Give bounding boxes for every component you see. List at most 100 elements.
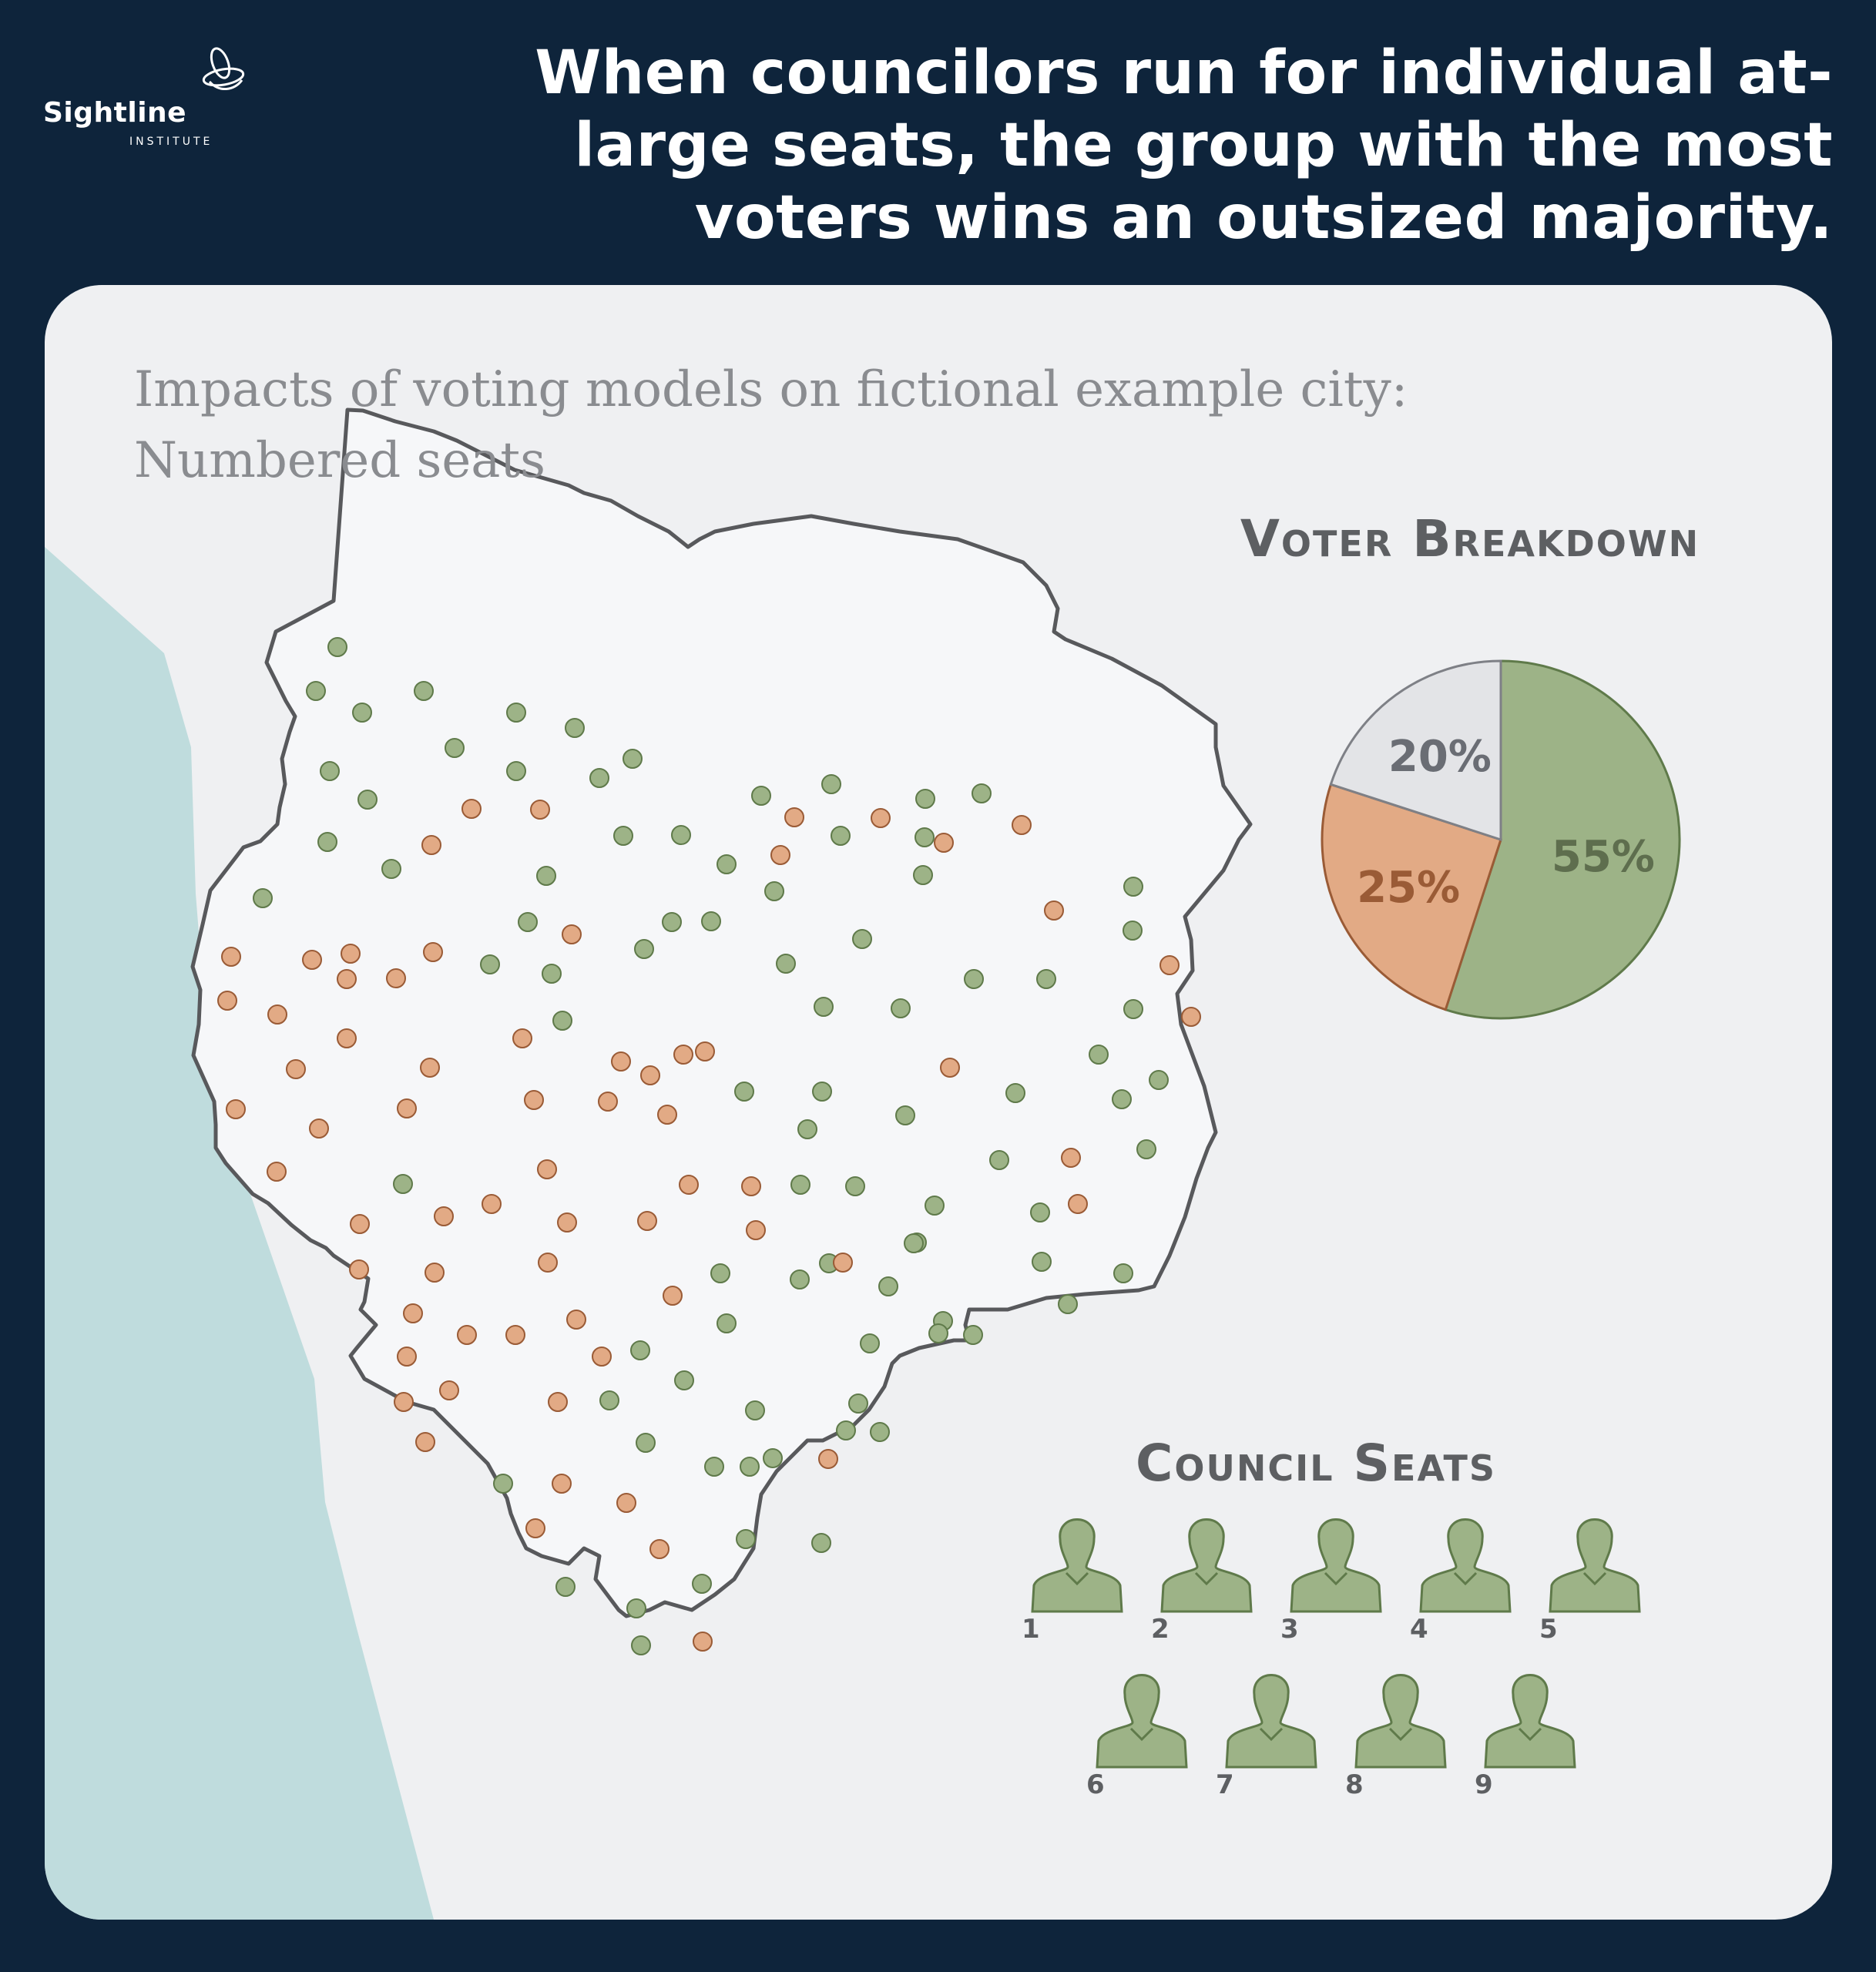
voter-dot-green — [671, 825, 691, 845]
voter-dot-green — [717, 1313, 737, 1333]
seat-number: 6 — [1086, 1769, 1105, 1800]
person-collar — [1582, 1571, 1607, 1586]
voter-dot-orange — [538, 1253, 558, 1273]
voter-dot-orange — [341, 944, 361, 964]
voter-dot-orange — [784, 807, 804, 827]
voter-dot-green — [1005, 1083, 1025, 1103]
voter-dot-green — [626, 1598, 646, 1618]
seat-number: 9 — [1475, 1769, 1493, 1800]
seat-number: 1 — [1022, 1614, 1040, 1645]
voter-dot-orange — [439, 1380, 459, 1400]
voter-dot-green — [736, 1529, 756, 1549]
person-collar — [1324, 1571, 1348, 1586]
voter-dot-orange — [337, 1028, 357, 1048]
sightline-logo: Sightline INSTITUTE — [43, 45, 245, 153]
city-map — [45, 407, 1253, 1920]
voter-dot-orange — [415, 1432, 435, 1452]
person-icon — [1160, 1518, 1253, 1613]
voter-dot-green — [989, 1150, 1009, 1170]
voter-dot-orange — [482, 1194, 502, 1214]
voter-dot-green — [493, 1474, 513, 1494]
logo-knot-icon — [202, 47, 245, 90]
logo-subtitle: INSTITUTE — [129, 136, 213, 148]
pie-slice — [1329, 659, 1502, 842]
pie-slice-label: 55% — [1552, 832, 1655, 882]
voter-dot-orange — [770, 845, 790, 865]
voter-dot-green — [814, 997, 834, 1017]
pie-slice — [1321, 783, 1502, 1011]
voter-dot-green — [904, 1233, 924, 1253]
voter-dot-green — [797, 1119, 817, 1139]
voter-dot-green — [717, 854, 737, 874]
voter-dot-orange — [286, 1059, 306, 1079]
voter-dot-green — [925, 1196, 945, 1216]
voter-dot-green — [763, 1448, 783, 1468]
council-seat: 5 — [1539, 1518, 1641, 1645]
voter-dot-green — [895, 1105, 915, 1125]
person-collar — [1259, 1727, 1284, 1742]
voter-dot-green — [751, 786, 771, 806]
person-collar — [1129, 1727, 1154, 1742]
seat-number: 7 — [1216, 1769, 1234, 1800]
voter-dot-green — [1058, 1294, 1078, 1314]
voter-dot-orange — [611, 1051, 631, 1072]
voter-dot-green — [821, 774, 841, 794]
voter-dot-orange — [679, 1175, 699, 1195]
voter-dot-orange — [1068, 1194, 1088, 1214]
voter-dot-green — [790, 1269, 810, 1290]
voter-dot-orange — [403, 1303, 423, 1323]
voter-dot-green — [480, 954, 500, 974]
voter-dot-green — [692, 1574, 712, 1594]
voter-dot-orange — [309, 1118, 329, 1139]
voter-dot-orange — [421, 835, 441, 855]
voter-dot-orange — [267, 1004, 287, 1025]
voter-dot-green — [1036, 969, 1056, 989]
voter-dot-green — [542, 964, 562, 984]
voter-dot-orange — [350, 1214, 370, 1234]
voter-dot-green — [623, 749, 643, 769]
voter-dot-orange — [552, 1474, 572, 1494]
voter-dot-green — [928, 1323, 948, 1343]
voter-dot-orange — [505, 1325, 525, 1345]
voter-dot-green — [776, 954, 796, 974]
voter-dot-orange — [434, 1206, 454, 1226]
voter-dot-green — [381, 859, 401, 879]
council-seat: 4 — [1410, 1518, 1512, 1645]
voter-dot-green — [1089, 1045, 1109, 1065]
voter-dot-orange — [940, 1058, 960, 1078]
voter-dot-orange — [537, 1159, 557, 1179]
voter-dot-green — [812, 1082, 832, 1102]
voter-dot-orange — [461, 799, 482, 819]
voter-dot-green — [764, 881, 784, 901]
person-collar — [1453, 1571, 1478, 1586]
voter-dot-green — [913, 865, 933, 885]
council-seat: 9 — [1475, 1674, 1576, 1800]
voter-dot-green — [852, 929, 872, 949]
voter-dot-orange — [598, 1092, 618, 1112]
person-collar — [1194, 1571, 1219, 1586]
voter-dot-orange — [226, 1099, 246, 1119]
voter-dot-orange — [695, 1041, 715, 1061]
voter-dot-orange — [302, 950, 322, 970]
voter-dot-green — [506, 703, 526, 723]
voter-dot-green — [357, 790, 378, 810]
voter-dot-orange — [663, 1286, 683, 1306]
voter-dot-orange — [673, 1045, 693, 1065]
voter-dot-green — [414, 681, 434, 701]
voter-dot-green — [589, 768, 609, 788]
voter-dot-orange — [423, 942, 443, 962]
voter-dot-green — [811, 1533, 831, 1553]
person-icon — [1096, 1674, 1188, 1769]
voter-dot-green — [915, 827, 935, 847]
voter-dot-green — [320, 761, 340, 781]
voter-dot-green — [1123, 999, 1143, 1019]
voter-dot-green — [445, 738, 465, 758]
voter-dot-orange — [1061, 1148, 1081, 1168]
voter-dot-green — [306, 681, 326, 701]
person-collar — [1065, 1571, 1089, 1586]
voter-dot-green — [745, 1400, 765, 1420]
subtitle-line-2: Numbered seats — [134, 432, 545, 489]
seat-number: 3 — [1280, 1614, 1299, 1645]
pie-slice-label: 25% — [1357, 863, 1460, 913]
seat-number: 4 — [1410, 1614, 1428, 1645]
